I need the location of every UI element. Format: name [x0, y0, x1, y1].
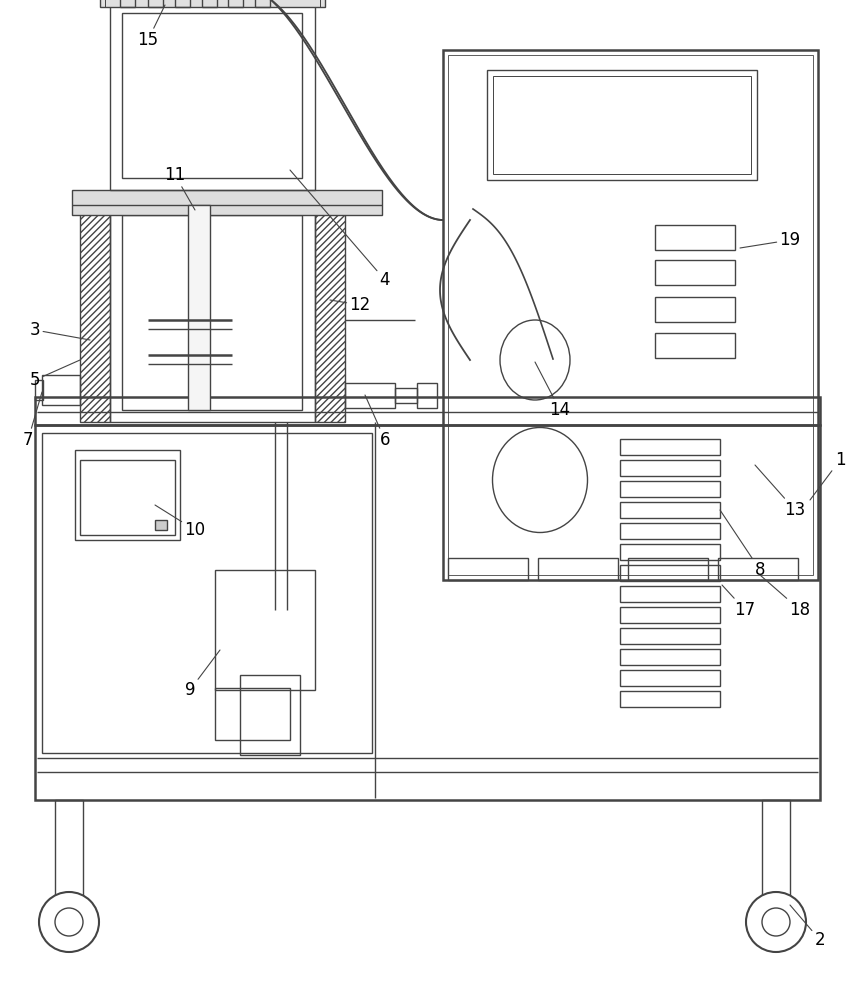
Bar: [110, 212, 315, 422]
Bar: [620, 481, 720, 497]
Bar: [122, 13, 302, 178]
Bar: [718, 558, 798, 580]
Bar: [417, 383, 437, 408]
Bar: [762, 800, 790, 900]
Bar: [55, 800, 83, 900]
Bar: [620, 439, 720, 455]
Text: 15: 15: [137, 5, 165, 49]
Bar: [620, 607, 720, 623]
Text: 6: 6: [365, 395, 390, 449]
Bar: [620, 628, 720, 644]
Text: 7: 7: [23, 392, 42, 449]
Bar: [240, 675, 300, 755]
Bar: [35, 397, 820, 425]
Text: 12: 12: [330, 296, 371, 314]
Bar: [120, 0, 135, 7]
Bar: [202, 0, 217, 7]
Bar: [315, 212, 345, 422]
Circle shape: [39, 892, 99, 952]
Text: 3: 3: [30, 321, 90, 340]
Bar: [655, 297, 735, 322]
Text: 4: 4: [290, 170, 390, 289]
Bar: [42, 433, 372, 753]
Circle shape: [746, 892, 806, 952]
Bar: [255, 0, 270, 7]
Bar: [493, 76, 751, 174]
Text: 10: 10: [155, 505, 206, 539]
Bar: [215, 570, 315, 690]
Bar: [228, 0, 243, 7]
Text: 18: 18: [760, 575, 811, 619]
Bar: [443, 50, 818, 580]
Text: 17: 17: [722, 585, 756, 619]
Bar: [155, 520, 167, 530]
Bar: [75, 450, 180, 540]
Bar: [620, 544, 720, 560]
Bar: [122, 215, 302, 410]
Bar: [110, 5, 315, 190]
Bar: [655, 260, 735, 285]
Text: 8: 8: [720, 510, 765, 579]
Bar: [620, 586, 720, 602]
Bar: [620, 502, 720, 518]
Text: 14: 14: [535, 362, 571, 419]
Text: 2: 2: [790, 905, 825, 949]
Bar: [80, 212, 110, 422]
Bar: [35, 425, 820, 800]
Bar: [620, 523, 720, 539]
Text: 16: 16: [0, 999, 1, 1000]
Bar: [448, 558, 528, 580]
Text: 11: 11: [165, 166, 195, 210]
Bar: [80, 460, 175, 535]
Bar: [655, 225, 735, 250]
Bar: [35, 380, 43, 400]
Bar: [620, 691, 720, 707]
Bar: [215, 688, 290, 740]
Bar: [620, 565, 720, 581]
Bar: [188, 205, 210, 410]
Text: 9: 9: [184, 650, 220, 699]
Text: 5: 5: [30, 360, 80, 389]
Bar: [620, 460, 720, 476]
Bar: [620, 649, 720, 665]
Bar: [42, 375, 80, 405]
Bar: [487, 70, 757, 180]
Text: 1: 1: [810, 451, 845, 500]
Bar: [175, 0, 190, 7]
Bar: [100, 0, 325, 7]
Bar: [620, 670, 720, 686]
Bar: [105, 0, 320, 7]
Bar: [628, 558, 708, 580]
Bar: [72, 190, 382, 215]
Text: 13: 13: [755, 465, 806, 519]
Bar: [395, 388, 417, 403]
Bar: [345, 383, 395, 408]
Bar: [148, 0, 163, 7]
Bar: [655, 333, 735, 358]
Bar: [448, 55, 813, 575]
Text: 19: 19: [740, 231, 801, 249]
Bar: [538, 558, 618, 580]
